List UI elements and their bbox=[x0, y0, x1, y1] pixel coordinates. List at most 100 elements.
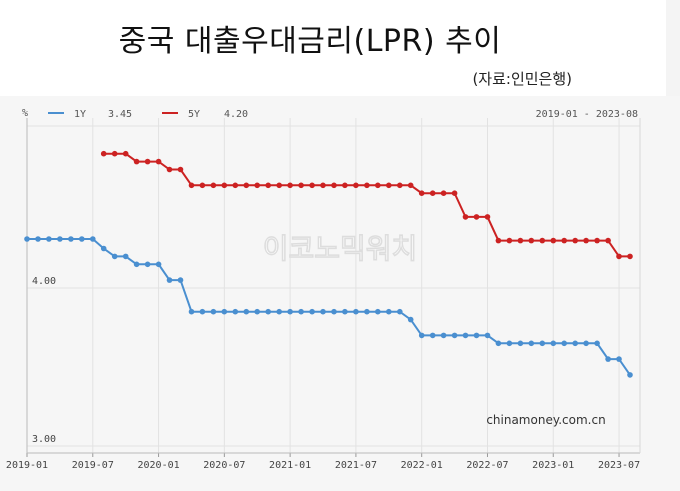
y-tick-labels: 3.00 4.00 bbox=[32, 276, 56, 445]
data-point-5y bbox=[166, 166, 173, 173]
data-point-5y bbox=[375, 182, 381, 189]
data-point-5y bbox=[364, 182, 370, 189]
data-point-1y bbox=[243, 308, 250, 315]
horizontal-gridlines bbox=[27, 125, 640, 447]
data-point-5y bbox=[309, 182, 315, 189]
watermark: 이코노믹워치 bbox=[263, 232, 418, 265]
x-tick-label: 2023-07 bbox=[598, 460, 640, 471]
data-point-5y bbox=[429, 190, 436, 196]
data-point-1y bbox=[100, 245, 107, 252]
data-point-5y bbox=[386, 182, 392, 189]
x-tick-label: 2020-07 bbox=[203, 460, 245, 471]
data-point-1y bbox=[298, 308, 304, 315]
data-point-5y bbox=[210, 182, 217, 189]
data-point-5y bbox=[605, 237, 611, 244]
data-point-1y bbox=[375, 308, 381, 315]
data-point-1y bbox=[397, 308, 403, 315]
data-point-5y bbox=[594, 237, 600, 244]
data-point-5y bbox=[418, 190, 425, 196]
data-point-1y bbox=[594, 340, 600, 347]
data-point-1y bbox=[440, 332, 447, 339]
data-point-5y bbox=[616, 253, 622, 260]
data-point-1y bbox=[386, 308, 392, 315]
data-point-5y bbox=[188, 182, 195, 189]
data-point-5y bbox=[122, 150, 129, 157]
data-point-1y bbox=[561, 340, 567, 347]
data-point-5y bbox=[627, 253, 633, 260]
data-point-5y bbox=[177, 166, 184, 173]
data-point-1y bbox=[24, 236, 30, 242]
source-label: (자료:인민은행) bbox=[472, 70, 572, 88]
data-point-5y bbox=[254, 182, 260, 189]
legend: 1Y 3.45 5Y 4.20 bbox=[48, 109, 248, 120]
data-point-1y bbox=[265, 308, 272, 315]
site-label: chinamoney.com.cn bbox=[486, 413, 605, 427]
data-point-1y bbox=[539, 340, 546, 347]
data-point-1y bbox=[90, 236, 96, 242]
data-point-1y bbox=[232, 308, 239, 315]
data-point-5y bbox=[243, 182, 250, 189]
data-point-1y bbox=[550, 340, 557, 347]
x-tick-label: 2023-01 bbox=[532, 460, 574, 471]
date-range-label: 2019-01 - 2023-08 bbox=[536, 109, 638, 120]
data-point-1y bbox=[616, 356, 622, 362]
legend-value-5y: 4.20 bbox=[224, 109, 248, 120]
data-point-1y bbox=[287, 308, 293, 315]
x-tick-label: 2022-01 bbox=[401, 460, 443, 471]
data-point-1y bbox=[342, 308, 348, 315]
legend-value-1y: 3.45 bbox=[108, 109, 132, 120]
data-point-5y bbox=[199, 182, 206, 189]
data-point-5y bbox=[342, 182, 348, 189]
data-point-1y bbox=[320, 308, 326, 315]
data-point-1y bbox=[133, 261, 140, 268]
data-point-1y bbox=[627, 372, 633, 378]
data-point-5y bbox=[298, 182, 304, 189]
data-point-1y bbox=[353, 308, 359, 315]
x-tick-label: 2021-07 bbox=[335, 460, 377, 471]
data-point-1y bbox=[572, 340, 578, 347]
data-point-5y bbox=[144, 158, 151, 165]
data-point-5y bbox=[232, 182, 239, 189]
data-point-1y bbox=[331, 308, 337, 315]
data-point-1y bbox=[46, 236, 52, 242]
data-point-1y bbox=[506, 340, 513, 347]
data-point-1y bbox=[364, 308, 370, 315]
x-tick-label: 2020-01 bbox=[137, 460, 179, 471]
data-point-5y bbox=[407, 182, 414, 189]
data-point-1y bbox=[309, 308, 315, 315]
data-point-5y bbox=[539, 237, 546, 244]
data-point-1y bbox=[528, 340, 535, 347]
legend-label-5y: 5Y bbox=[188, 109, 200, 120]
data-point-5y bbox=[397, 182, 403, 189]
data-point-5y bbox=[495, 237, 502, 244]
data-point-1y bbox=[221, 308, 228, 315]
data-point-1y bbox=[583, 340, 589, 347]
data-point-5y bbox=[583, 237, 589, 244]
data-point-5y bbox=[506, 237, 513, 244]
chart-panel: % 1Y 3.45 5Y 4.20 2019-01 - 2023-08 이코노믹… bbox=[0, 96, 680, 491]
data-point-1y bbox=[188, 308, 195, 315]
data-point-1y bbox=[57, 236, 63, 242]
data-point-5y bbox=[353, 182, 359, 189]
header-right-strip bbox=[666, 0, 680, 96]
x-tick-label: 2019-07 bbox=[72, 460, 114, 471]
data-point-1y bbox=[451, 332, 458, 339]
data-point-5y bbox=[561, 237, 567, 244]
data-point-5y bbox=[133, 158, 140, 165]
data-point-5y bbox=[320, 182, 326, 189]
lpr-line-chart: % 1Y 3.45 5Y 4.20 2019-01 - 2023-08 이코노믹… bbox=[6, 108, 641, 471]
data-point-1y bbox=[429, 332, 436, 339]
data-point-1y bbox=[473, 332, 480, 339]
vertical-gridlines bbox=[26, 118, 620, 457]
x-tick-label: 2021-01 bbox=[269, 460, 311, 471]
data-point-5y bbox=[111, 150, 118, 157]
data-point-5y bbox=[462, 214, 469, 220]
unit-label: % bbox=[22, 108, 28, 119]
header: 중국 대출우대금리(LPR) 추이 (자료:인민은행) bbox=[0, 0, 680, 96]
data-point-1y bbox=[35, 236, 41, 242]
data-point-1y bbox=[495, 340, 502, 347]
data-point-1y bbox=[155, 261, 162, 268]
x-tick-label: 2019-01 bbox=[6, 460, 48, 471]
x-tick-label: 2022-07 bbox=[466, 460, 508, 471]
page-title: 중국 대출우대금리(LPR) 추이 bbox=[118, 24, 502, 59]
